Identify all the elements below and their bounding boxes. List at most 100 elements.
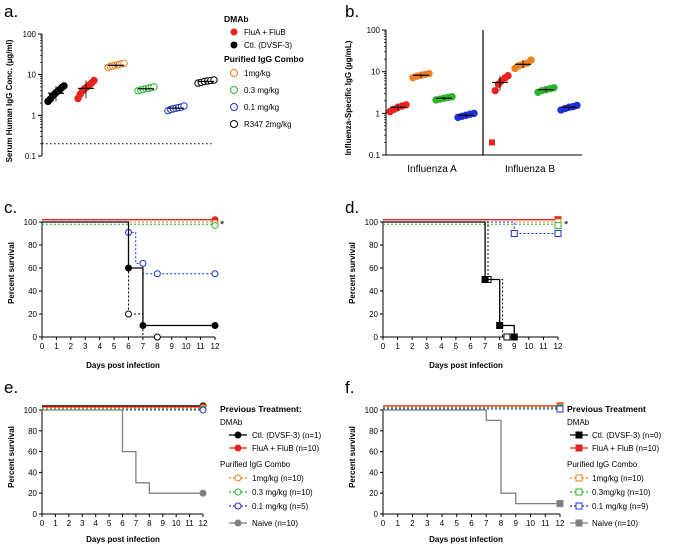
legend-e-item-fluab: FluA + FluB (n=10) — [252, 444, 319, 453]
legend-e-swatch-marker — [234, 488, 242, 496]
panel-c-xtick-label: 5 — [112, 342, 117, 351]
legend-e-item-03mg: 0.3 mg/kg (n=10) — [252, 488, 313, 497]
panel-b-group-point — [489, 139, 495, 146]
panel-a-group-point — [60, 82, 68, 90]
panel-c-significance-star: * — [220, 219, 225, 231]
panel-c-xtick-label: 0 — [40, 342, 45, 351]
panel-e-survival-marker — [199, 489, 207, 497]
legend-e-title: Previous Treatment: — [220, 404, 302, 414]
panel-b-group-point — [491, 86, 499, 95]
panel-c-ytick-label: 80 — [28, 241, 37, 250]
panel-d-significance-star: * — [564, 219, 569, 231]
legend-f-item-ctl: Ctl. (DVSF-3) (n=0) — [592, 431, 661, 440]
panel-f-xtick-label: 11 — [541, 519, 550, 528]
legend-a-marker-ctl — [230, 41, 238, 49]
legend-f-swatch-marker — [575, 519, 583, 527]
panel-c-xlabel: Days post infection — [86, 361, 160, 370]
panel-d-xtick-label: 8 — [497, 342, 502, 351]
panel-d-survival-marker — [510, 230, 518, 237]
panel-e-xtick-label: 12 — [199, 519, 208, 528]
panel-f-xtick-label: 0 — [381, 519, 386, 528]
panel-d-xtick-label: 9 — [512, 342, 517, 351]
panel-b-group-point — [527, 56, 535, 64]
panel-e-xtick-label: 10 — [172, 519, 181, 528]
panel-d-survival-marker — [510, 333, 518, 341]
panel-c-xtick-label: 2 — [69, 342, 74, 351]
panel-e-xtick-label: 11 — [185, 519, 194, 528]
panel-d-ytick-label: 60 — [369, 264, 378, 273]
panel-d-ylabel: Percent survival — [348, 242, 357, 304]
panel-f-legend: Previous Treatment DMAb Ctl. (DVSF-3) (n… — [567, 404, 661, 528]
panel-e-legend: Previous Treatment: DMAb Ctl. (DVSF-3) (… — [220, 404, 321, 528]
panel-a-ytick-label: 1 — [32, 111, 37, 120]
panel-c-xtick-label: 6 — [126, 342, 131, 351]
panel-e-xtick-label: 7 — [134, 519, 139, 528]
panel-a-ylabel: Serum Human IgG Conc. (µg/ml) — [5, 39, 14, 162]
panel-d-xtick-label: 10 — [524, 342, 533, 351]
panel-c-ylabel: Percent survival — [7, 242, 16, 304]
panel-c-ytick-label: 0 — [33, 333, 38, 342]
legend-a-item-ctl: Ctl. (DVSF-3) — [244, 41, 292, 50]
panel-c-ytick-label: 20 — [28, 310, 37, 319]
panel-e-xtick-label: 2 — [67, 519, 72, 528]
legend-e-item-01mg: 0.1 mg/kg (n=5) — [252, 502, 309, 511]
panel-c-xtick-label: 3 — [83, 342, 88, 351]
panel-b-group-point — [402, 101, 410, 109]
legend-e-swatch-marker — [234, 444, 242, 452]
panel-c-survival-marker — [153, 333, 161, 341]
panel-d-xlabel: Days post infection — [429, 361, 503, 370]
panel-b-ytick-label: 1 — [376, 109, 381, 118]
panel-b-ytick-label: 0.1 — [369, 151, 381, 160]
legend-e-swatch-marker — [234, 502, 242, 510]
panel-e-ytick-label: 80 — [28, 427, 37, 436]
panel-f-xtick-label: 4 — [440, 519, 445, 528]
legend-f-igg-title: Purified IgG Combo — [567, 460, 638, 469]
legend-f-swatch-marker — [575, 444, 583, 452]
panel-c-ytick-label: 100 — [24, 218, 38, 227]
panel-c-xtick-label: 12 — [211, 342, 220, 351]
panel-d-ytick-label: 80 — [369, 241, 378, 250]
legend-f-item-fluab: FluA + FluB (n=10) — [592, 444, 659, 453]
legend-e-item-naive: Naive (n=10) — [252, 519, 298, 528]
panel-c-survival-marker — [153, 270, 161, 278]
panel-f-xtick-label: 12 — [556, 519, 565, 528]
panel-e-xtick-label: 6 — [120, 519, 125, 528]
panel-c-survival-marker — [211, 322, 219, 329]
legend-e-item-ctl: Ctl. (DVSF-3) (n=1) — [252, 431, 321, 440]
legend-a-item-01mg: 0.1 mg/kg — [244, 103, 279, 112]
panel-d-xtick-label: 1 — [395, 342, 400, 351]
legend-a-marker-igg — [230, 103, 238, 111]
panel-d-xtick-label: 2 — [410, 342, 415, 351]
panel-c-xtick-label: 9 — [170, 342, 175, 351]
panel-b-group-point — [448, 93, 456, 101]
panel-f-xtick-label: 10 — [526, 519, 535, 528]
panel-a-ytick-label: 0.1 — [25, 152, 37, 161]
panel-f-ytick-label: 20 — [369, 489, 378, 498]
panel-label-c: c. — [4, 198, 17, 217]
legend-a-item-1mg: 1mg/kg — [244, 69, 270, 78]
panel-label-d: d. — [345, 198, 359, 217]
legend-e-swatch-marker — [234, 474, 242, 482]
panel-c-survival-marker — [125, 310, 132, 318]
panel-a-group-point — [180, 102, 188, 110]
panel-d-xtick-label: 4 — [439, 342, 444, 351]
panel-f-ytick-label: 0 — [374, 510, 379, 519]
legend-f-item-naive: Naive (n=10) — [592, 519, 638, 528]
panel-e-ytick-label: 60 — [28, 448, 37, 457]
legend-e-item-1mg: 1mg/kg (n=10) — [252, 474, 304, 483]
panel-label-e: e. — [4, 378, 18, 397]
panel-a-legend: DMAb FluA + FluB Ctl. (DVSF-3) Purified … — [224, 14, 304, 129]
panel-d-survival-curve — [383, 221, 515, 337]
panel-b-category-influenza-b: Influenza B — [505, 164, 555, 175]
panel-b-ylabel: Influenza-Specific IgG (µg/mL) — [344, 40, 353, 155]
panel-d-xtick-label: 7 — [483, 342, 488, 351]
legend-f-dmab-title: DMAb — [567, 418, 590, 427]
panel-d-survival-marker — [554, 221, 562, 229]
panel-b-ytick-label: 10 — [371, 68, 380, 77]
panel-d-survival-curve — [383, 221, 558, 234]
panel-c-survival-curve — [42, 221, 158, 338]
panel-f-xtick-label: 1 — [396, 519, 401, 528]
panel-d-xtick-label: 12 — [554, 342, 563, 351]
panel-e-ytick-label: 20 — [28, 489, 37, 498]
